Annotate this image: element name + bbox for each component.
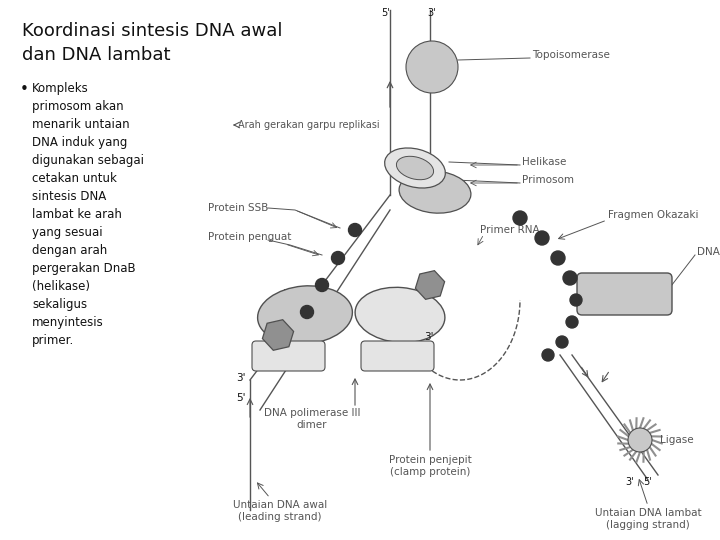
- Circle shape: [513, 211, 527, 225]
- Text: 5': 5': [643, 477, 652, 487]
- Ellipse shape: [355, 287, 445, 343]
- Circle shape: [570, 294, 582, 306]
- Text: 5': 5': [382, 8, 390, 18]
- Text: DNA polimerase III
dimer: DNA polimerase III dimer: [264, 408, 360, 430]
- FancyBboxPatch shape: [361, 341, 434, 371]
- Circle shape: [315, 279, 328, 292]
- Text: 5': 5': [236, 393, 246, 403]
- Text: 3': 3': [424, 332, 433, 342]
- Text: •: •: [20, 82, 29, 97]
- Circle shape: [300, 306, 313, 319]
- Text: Arah gerakan garpu replikasi: Arah gerakan garpu replikasi: [238, 120, 379, 130]
- Text: Fragmen Okazaki: Fragmen Okazaki: [608, 210, 698, 220]
- Text: 5': 5': [420, 360, 430, 370]
- Text: Helikase: Helikase: [522, 157, 567, 167]
- Text: Protein SSB: Protein SSB: [208, 203, 269, 213]
- Text: 3': 3': [428, 8, 436, 18]
- Circle shape: [628, 428, 652, 452]
- Circle shape: [551, 251, 565, 265]
- FancyBboxPatch shape: [577, 273, 672, 315]
- Circle shape: [331, 252, 344, 265]
- Text: Protein penjepit
(clamp protein): Protein penjepit (clamp protein): [389, 455, 472, 477]
- Text: Primer RNA: Primer RNA: [480, 225, 539, 235]
- Text: Protein penguat: Protein penguat: [208, 232, 292, 242]
- Text: Ligase: Ligase: [660, 435, 693, 445]
- Text: 3': 3': [282, 289, 292, 299]
- Text: Kompleks
primosom akan
menarik untaian
DNA induk yang
digunakan sebagai
cetakan : Kompleks primosom akan menarik untaian D…: [32, 82, 144, 347]
- Circle shape: [542, 349, 554, 361]
- Ellipse shape: [258, 286, 352, 344]
- FancyBboxPatch shape: [252, 341, 325, 371]
- Ellipse shape: [399, 171, 471, 213]
- Circle shape: [563, 271, 577, 285]
- Circle shape: [566, 316, 578, 328]
- Circle shape: [348, 224, 361, 237]
- Text: Koordinasi sintesis DNA awal: Koordinasi sintesis DNA awal: [22, 22, 282, 40]
- Ellipse shape: [406, 41, 458, 93]
- Text: Topoisomerase: Topoisomerase: [532, 50, 610, 60]
- Circle shape: [556, 336, 568, 348]
- Text: 3': 3': [236, 373, 246, 383]
- Ellipse shape: [384, 148, 446, 188]
- Text: Untaian DNA lambat
(lagging strand): Untaian DNA lambat (lagging strand): [595, 508, 701, 530]
- Text: DNA polimerase I: DNA polimerase I: [697, 247, 720, 257]
- Text: dan DNA lambat: dan DNA lambat: [22, 46, 171, 64]
- Text: 3': 3': [625, 477, 634, 487]
- Circle shape: [535, 231, 549, 245]
- Text: Untaian DNA awal
(leading strand): Untaian DNA awal (leading strand): [233, 500, 327, 522]
- Text: Primosom: Primosom: [522, 175, 574, 185]
- Ellipse shape: [397, 156, 433, 180]
- Text: DNA polimerase I: DNA polimerase I: [580, 290, 670, 300]
